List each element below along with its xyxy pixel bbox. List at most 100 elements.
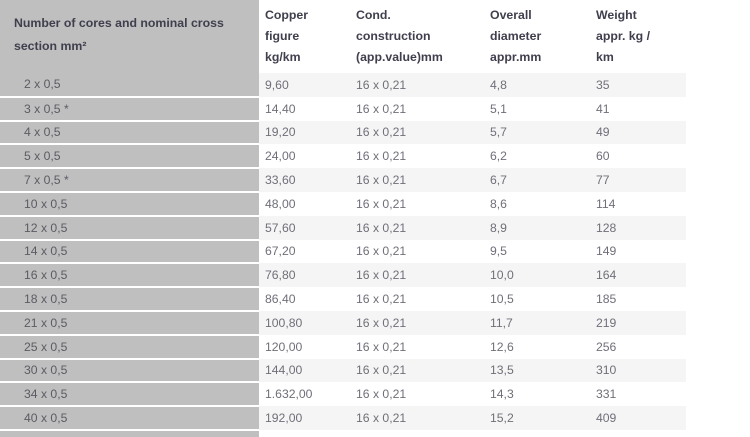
column-header-overall-diameter: Overall diameter appr.mm: [485, 0, 591, 73]
cell-weight: 35: [591, 73, 686, 97]
cell-copper-figure: 86,40: [259, 287, 350, 311]
table-row: 4 x 0,5 19,20 16 x 0,21 5,7 49: [0, 120, 686, 146]
column-header-diameter-line-3: appr.mm: [490, 50, 542, 64]
table-row: 3 x 0,5 * 14,40 16 x 0,21 5,1 41: [0, 96, 686, 122]
table-row: 16 x 0,5 76,80 16 x 0,21 10,0 164: [0, 263, 686, 289]
cell-cond-construction: 16 x 0,21: [350, 406, 485, 430]
cell-copper-figure: 1.632,00: [259, 382, 350, 407]
cell-cores: 40 x 0,5: [0, 406, 259, 431]
cell-overall-diameter: 17,2: [485, 429, 591, 437]
cell-cores: 10 x 0,5: [0, 191, 259, 217]
cell-cond-construction: 16 x 0,21: [350, 263, 485, 288]
column-header-weight-line-2: appr. kg /: [596, 29, 650, 43]
cell-cond-construction: 16 x 0,21: [350, 358, 485, 383]
table-row: 34 x 0,5 1.632,00 16 x 0,21 14,3 331: [0, 382, 686, 408]
cell-weight: 49: [591, 120, 686, 145]
cell-cores: 2 x 0,5: [0, 73, 259, 98]
cell-overall-diameter: 6,7: [485, 168, 591, 192]
cell-cores: 25 x 0,5: [0, 334, 259, 360]
cell-cores: 14 x 0,5: [0, 239, 259, 265]
table-row: 21 x 0,5 100,80 16 x 0,21 11,7 219: [0, 310, 686, 336]
cell-overall-diameter: 8,6: [485, 191, 591, 216]
cell-copper-figure: 192,00: [259, 406, 350, 430]
cell-weight: 331: [591, 382, 686, 407]
column-header-copper-line-2: figure: [265, 29, 300, 43]
table-row: 40 x 0,5 192,00 16 x 0,21 15,2 409: [0, 406, 686, 431]
cell-cores: 3 x 0,5 *: [0, 96, 259, 122]
cell-weight: 60: [591, 144, 686, 169]
cell-cond-construction: 16 x 0,21: [350, 144, 485, 169]
cell-cond-construction: 16 x 0,21: [350, 239, 485, 264]
cell-cores: 50 x 0,5: [0, 429, 259, 437]
cell-overall-diameter: 12,6: [485, 334, 591, 359]
column-header-cores-line-2: section mm²: [14, 39, 87, 53]
cell-overall-diameter: 8,9: [485, 215, 591, 240]
cell-copper-figure: 24,00: [259, 144, 350, 169]
cell-copper-figure: 9,60: [259, 73, 350, 97]
column-header-diameter-line-2: diameter: [490, 29, 542, 43]
cell-cond-construction: 16 x 0,21: [350, 287, 485, 311]
cell-weight: 510: [591, 429, 686, 437]
cell-cond-construction: 16 x 0,21: [350, 73, 485, 97]
cell-overall-diameter: 6,2: [485, 144, 591, 169]
cell-cond-construction: 16 x 0,21: [350, 120, 485, 145]
table-row: 30 x 0,5 144,00 16 x 0,21 13,5 310: [0, 358, 686, 384]
column-header-copper-line-1: Copper: [265, 8, 309, 22]
cell-cond-construction: 16 x 0,21: [350, 429, 485, 437]
cell-weight: 256: [591, 334, 686, 359]
cell-overall-diameter: 5,7: [485, 120, 591, 145]
cell-cores: 5 x 0,5: [0, 144, 259, 170]
table-row: 12 x 0,5 57,60 16 x 0,21 8,9 128: [0, 215, 686, 241]
cell-cond-construction: 16 x 0,21: [350, 215, 485, 240]
cell-overall-diameter: 10,5: [485, 287, 591, 311]
table-row: 5 x 0,5 24,00 16 x 0,21 6,2 60: [0, 144, 686, 170]
cell-copper-figure: 144,00: [259, 358, 350, 383]
column-header-cores-line-1: Number of cores and nominal cross: [14, 16, 224, 30]
cell-weight: 41: [591, 96, 686, 121]
table-body: 2 x 0,5 9,60 16 x 0,21 4,8 35 3 x 0,5 * 14,40 1…: [0, 73, 686, 437]
cell-cores: 21 x 0,5: [0, 310, 259, 336]
cell-weight: 310: [591, 358, 686, 383]
table-header-row: Number of cores and nominal cross sectio…: [0, 0, 686, 73]
cell-overall-diameter: 5,1: [485, 96, 591, 121]
cell-overall-diameter: 10,0: [485, 263, 591, 288]
cell-weight: 164: [591, 263, 686, 288]
table-row: 7 x 0,5 * 33,60 16 x 0,21 6,7 77: [0, 168, 686, 193]
column-header-cores: Number of cores and nominal cross sectio…: [0, 0, 259, 73]
cable-specification-table: Number of cores and nominal cross sectio…: [0, 0, 686, 437]
cell-copper-figure: 67,20: [259, 239, 350, 264]
cell-copper-figure: 33,60: [259, 168, 350, 192]
column-header-copper-figure: Copper figure kg/km: [259, 0, 350, 73]
column-header-cond-line-3: (app.value)mm: [356, 50, 443, 64]
cell-cores: 12 x 0,5: [0, 215, 259, 241]
cell-cond-construction: 16 x 0,21: [350, 334, 485, 359]
column-header-copper-line-3: kg/km: [265, 50, 301, 64]
table-row: 25 x 0,5 120,00 16 x 0,21 12,6 256: [0, 334, 686, 360]
cell-overall-diameter: 11,7: [485, 310, 591, 335]
cell-weight: 128: [591, 215, 686, 240]
cell-cores: 18 x 0,5: [0, 287, 259, 312]
cell-copper-figure: 14,40: [259, 96, 350, 121]
cell-weight: 409: [591, 406, 686, 430]
table-row: 14 x 0,5 67,20 16 x 0,21 9,5 149: [0, 239, 686, 265]
cell-overall-diameter: 13,5: [485, 358, 591, 383]
column-header-weight-line-3: km: [596, 50, 614, 64]
cell-copper-figure: 48,00: [259, 191, 350, 216]
cell-weight: 185: [591, 287, 686, 311]
cell-overall-diameter: 4,8: [485, 73, 591, 97]
table-row: 10 x 0,5 48,00 16 x 0,21 8,6 114: [0, 191, 686, 217]
cell-weight: 114: [591, 191, 686, 216]
cell-copper-figure: 120,00: [259, 334, 350, 359]
cell-cond-construction: 16 x 0,21: [350, 96, 485, 121]
cell-copper-figure: 100,80: [259, 310, 350, 335]
cell-copper-figure: 57,60: [259, 215, 350, 240]
cell-overall-diameter: 15,2: [485, 406, 591, 430]
cell-cond-construction: 16 x 0,21: [350, 168, 485, 192]
column-header-weight: Weight appr. kg / km: [591, 0, 686, 73]
cell-cond-construction: 16 x 0,21: [350, 310, 485, 335]
cell-weight: 77: [591, 168, 686, 192]
cell-weight: 219: [591, 310, 686, 335]
table-row: 2 x 0,5 9,60 16 x 0,21 4,8 35: [0, 73, 686, 98]
column-header-weight-line-1: Weight: [596, 8, 637, 22]
